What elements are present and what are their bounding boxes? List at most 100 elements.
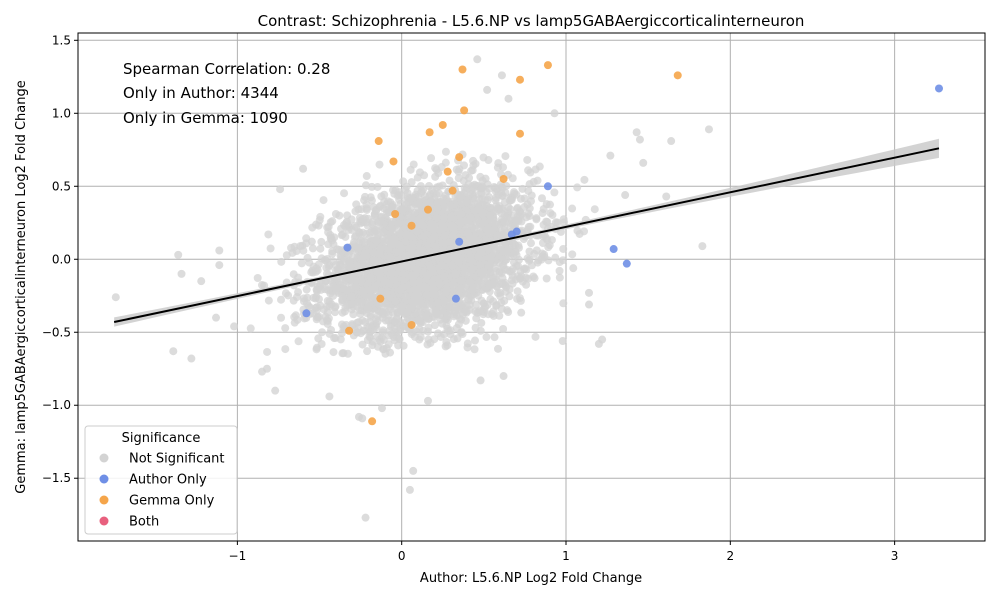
point-not-significant — [454, 174, 463, 183]
point-not-significant — [523, 155, 532, 164]
point-not-significant — [504, 308, 513, 317]
x-tick-label: −1 — [229, 549, 247, 563]
point-gemma-only — [376, 294, 385, 303]
point-not-significant — [369, 203, 378, 212]
point-not-significant — [394, 219, 403, 228]
point-not-significant — [550, 109, 559, 118]
point-not-significant — [395, 334, 404, 343]
point-not-significant — [308, 244, 317, 253]
point-not-significant — [354, 318, 363, 327]
point-not-significant — [454, 258, 463, 267]
point-not-significant — [513, 294, 522, 303]
point-gemma-only — [391, 210, 400, 219]
point-not-significant — [448, 261, 457, 270]
point-not-significant — [441, 147, 450, 156]
point-not-significant — [532, 246, 541, 255]
point-not-significant — [365, 332, 374, 341]
point-not-significant — [373, 182, 382, 191]
point-gemma-only — [443, 167, 452, 176]
point-not-significant — [497, 71, 506, 80]
point-not-significant — [494, 289, 503, 298]
point-gemma-only — [448, 186, 457, 195]
point-not-significant — [413, 265, 422, 274]
point-not-significant — [386, 253, 395, 262]
point-not-significant — [542, 274, 551, 283]
point-not-significant — [509, 250, 518, 259]
stats-annotations: Spearman Correlation: 0.28 Only in Autho… — [123, 60, 330, 127]
point-not-significant — [379, 326, 388, 335]
point-not-significant — [294, 273, 303, 282]
point-not-significant — [479, 273, 488, 282]
point-not-significant — [378, 309, 387, 318]
point-not-significant — [401, 322, 410, 331]
legend-marker — [99, 453, 109, 463]
point-not-significant — [215, 246, 224, 255]
y-tick-label: −1.0 — [42, 398, 71, 412]
point-not-significant — [458, 299, 467, 308]
point-not-significant — [423, 213, 432, 222]
point-not-significant — [510, 189, 519, 198]
point-not-significant — [504, 94, 513, 103]
point-gemma-only — [407, 221, 416, 230]
point-not-significant — [423, 340, 432, 349]
legend-label: Not Significant — [129, 452, 225, 467]
point-not-significant — [508, 264, 517, 273]
point-not-significant — [323, 308, 332, 317]
point-not-significant — [525, 212, 534, 221]
point-not-significant — [373, 317, 382, 326]
x-axis-label: Author: L5.6.NP Log2 Fold Change — [420, 571, 642, 586]
point-not-significant — [281, 324, 290, 333]
point-not-significant — [573, 226, 582, 235]
point-not-significant — [480, 196, 489, 205]
point-not-significant — [424, 323, 433, 332]
point-gemma-only — [455, 153, 464, 162]
point-not-significant — [392, 239, 401, 248]
point-not-significant — [494, 190, 503, 199]
point-not-significant — [531, 165, 540, 174]
point-gemma-only — [458, 65, 467, 74]
point-not-significant — [479, 267, 488, 276]
point-not-significant — [431, 242, 440, 251]
point-not-significant — [347, 215, 356, 224]
point-not-significant — [520, 194, 529, 203]
legend-label: Author Only — [129, 473, 207, 488]
point-not-significant — [377, 192, 386, 201]
point-not-significant — [501, 287, 510, 296]
point-not-significant — [415, 316, 424, 325]
point-not-significant — [556, 227, 565, 236]
point-not-significant — [441, 191, 450, 200]
point-not-significant — [499, 372, 508, 381]
point-gemma-only — [438, 120, 447, 129]
point-not-significant — [384, 316, 393, 325]
point-not-significant — [343, 349, 352, 358]
point-not-significant — [363, 322, 372, 331]
point-not-significant — [431, 172, 440, 181]
point-not-significant — [515, 207, 524, 216]
point-not-significant — [492, 301, 501, 310]
point-not-significant — [466, 213, 475, 222]
point-not-significant — [508, 279, 517, 288]
point-not-significant — [513, 287, 522, 296]
point-not-significant — [542, 217, 551, 226]
point-not-significant — [422, 290, 431, 299]
point-not-significant — [409, 466, 418, 475]
point-not-significant — [456, 197, 465, 206]
point-not-significant — [523, 225, 532, 234]
point-not-significant — [433, 204, 442, 213]
point-not-significant — [305, 303, 314, 312]
point-not-significant — [358, 214, 367, 223]
point-not-significant — [500, 217, 509, 226]
point-not-significant — [294, 337, 303, 346]
point-not-significant — [299, 294, 308, 303]
point-not-significant — [411, 291, 420, 300]
point-not-significant — [473, 55, 482, 64]
point-not-significant — [408, 298, 417, 307]
point-not-significant — [357, 276, 366, 285]
point-not-significant — [525, 180, 534, 189]
point-not-significant — [360, 238, 369, 247]
point-not-significant — [497, 205, 506, 214]
point-not-significant — [381, 299, 390, 308]
point-not-significant — [500, 211, 509, 220]
point-not-significant — [363, 347, 372, 356]
point-not-significant — [477, 296, 486, 305]
